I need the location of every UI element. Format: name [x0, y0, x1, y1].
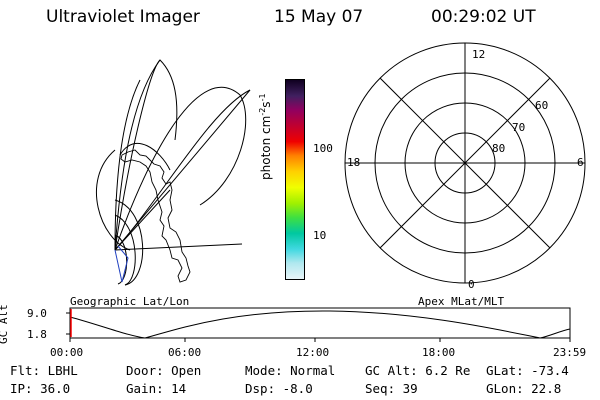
geo-map-label: Geographic Lat/Lon — [70, 295, 190, 308]
map-arc — [114, 234, 128, 285]
map-arc — [119, 142, 171, 171]
map-arc — [114, 87, 247, 251]
polar-diagonal — [379, 77, 551, 249]
altitude-xtick: 18:00 — [422, 346, 456, 359]
date-label: 15 May 07 — [274, 7, 364, 27]
coastline — [120, 149, 191, 283]
map-horizon-line — [114, 243, 243, 251]
mlt-label-18: 18 — [347, 156, 361, 169]
info-ip: IP: 36.0 — [10, 381, 71, 396]
mlat-label-70: 70 — [512, 121, 526, 134]
map-arc — [96, 149, 131, 251]
mlt-label-0: 0 — [468, 278, 475, 291]
map-arc — [114, 79, 141, 251]
info-door: Door: Open — [126, 363, 202, 378]
altitude-xtick: 06:00 — [168, 346, 202, 359]
info-glon: GLon: 22.8 — [486, 381, 562, 396]
altitude-ylabel: GC Alt — [0, 304, 10, 344]
altitude-xtick: 12:00 — [296, 346, 330, 359]
info-filter: Flt: LBHL — [10, 363, 78, 378]
map-diagonal-line — [114, 189, 171, 251]
polar-plot-label: Apex MLat/MLT — [418, 295, 505, 308]
mlat-label-80: 80 — [492, 142, 506, 155]
altitude-ytick-high: 9.0 — [27, 307, 47, 320]
altitude-xtick: 23:59 — [553, 346, 587, 359]
altitude-curve — [69, 310, 571, 339]
info-dsp: Dsp: -8.0 — [245, 381, 313, 396]
altitude-plot-frame — [69, 307, 571, 339]
map-arc — [114, 199, 144, 286]
info-gain: Gain: 14 — [126, 381, 187, 396]
info-mode: Mode: Normal — [245, 363, 336, 378]
colorbar-tick-100: 100 — [313, 142, 333, 155]
info-seq: Seq: 39 — [365, 381, 418, 396]
map-diagonal-line — [114, 89, 251, 251]
info-glat: GLat: -73.4 — [486, 363, 569, 378]
colorbar — [285, 79, 305, 280]
map-arc — [114, 214, 136, 286]
altitude-xtick: 00:00 — [50, 346, 84, 359]
mlt-label-12: 12 — [472, 48, 486, 61]
instrument-title: Ultraviolet Imager — [46, 7, 200, 27]
time-label: 00:29:02 UT — [431, 7, 536, 27]
map-arc — [114, 59, 161, 251]
colorbar-tick-10: 10 — [313, 229, 327, 242]
mlt-label-6: 6 — [577, 156, 584, 169]
mlat-label-60: 60 — [535, 99, 549, 112]
altitude-ytick-low: 1.8 — [27, 328, 47, 341]
info-gc-alt: GC Alt: 6.2 Re — [365, 363, 471, 378]
